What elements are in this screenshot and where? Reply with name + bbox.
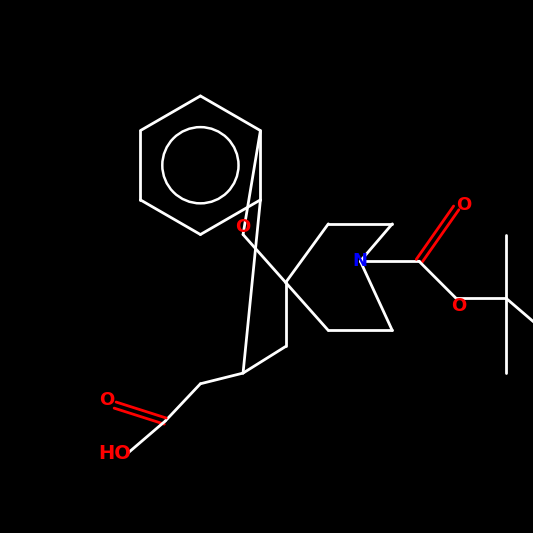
- Text: O: O: [236, 217, 251, 236]
- Text: O: O: [451, 297, 466, 316]
- Text: O: O: [457, 196, 472, 214]
- Text: N: N: [353, 252, 368, 270]
- Text: HO: HO: [98, 443, 131, 463]
- Text: O: O: [100, 391, 115, 409]
